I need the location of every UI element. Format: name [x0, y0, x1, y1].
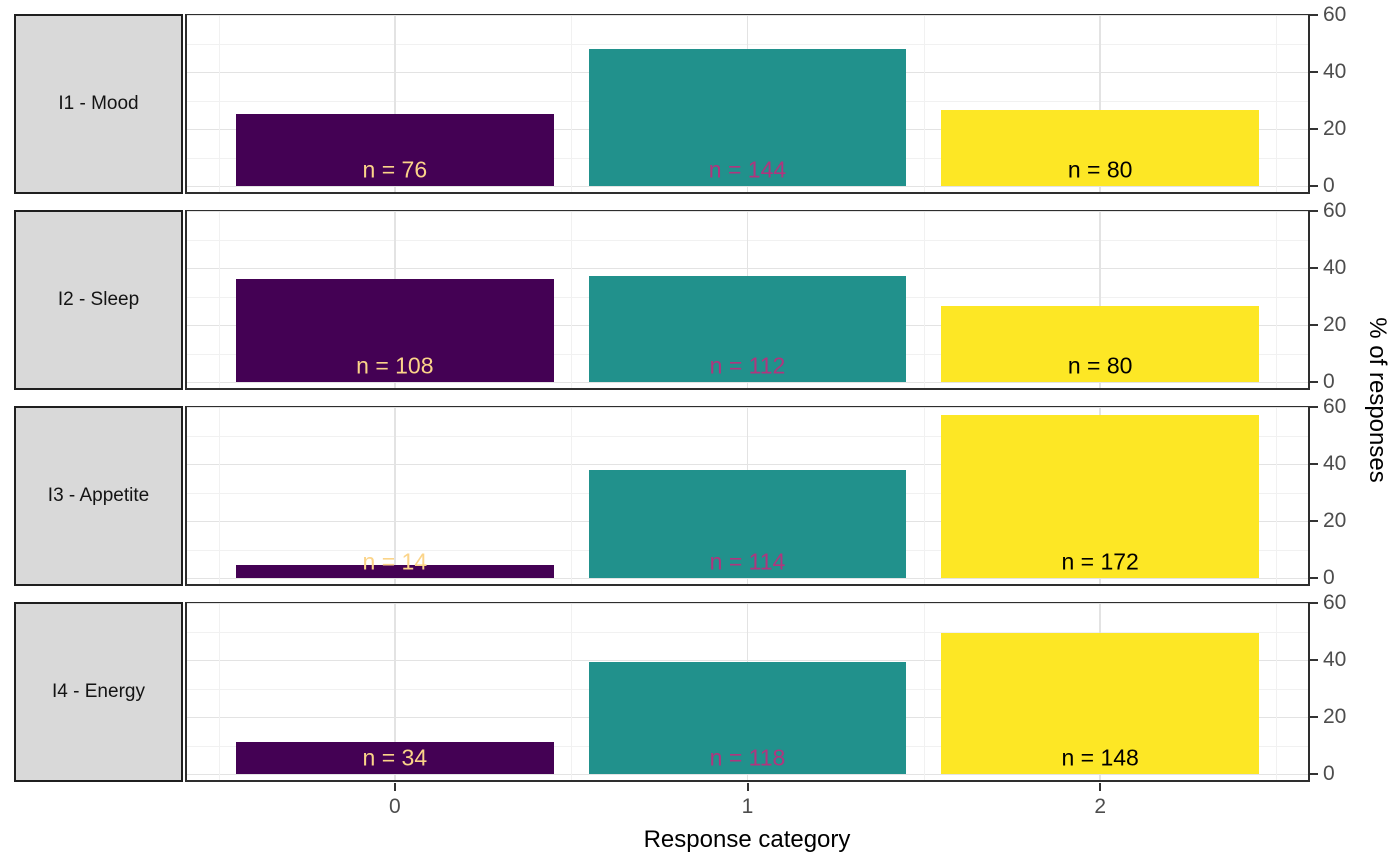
y-axis-tick — [1310, 185, 1318, 187]
bar-count-label: n = 80 — [1067, 352, 1133, 379]
facet-strip: I3 - Appetite — [14, 406, 183, 586]
y-axis-tick — [1310, 267, 1318, 269]
bar-count-label: n = 172 — [1061, 548, 1139, 575]
y-tick-label: 40 — [1323, 452, 1347, 475]
facet-strip: I4 - Energy — [14, 602, 183, 782]
facet-strip: I2 - Sleep — [14, 210, 183, 390]
y-tick-label: 60 — [1323, 395, 1347, 418]
y-axis-tick — [1310, 773, 1318, 775]
bar-count-label: n = 148 — [1061, 744, 1139, 771]
y-axis-title: % of responses — [1364, 317, 1391, 483]
x-axis-tick — [746, 783, 749, 791]
y-axis-tick — [1310, 659, 1318, 661]
y-tick-label: 0 — [1323, 762, 1335, 785]
x-tick-label: 0 — [388, 795, 401, 818]
gridline-major-vertical — [394, 408, 396, 584]
facet-strip-label: I4 - Energy — [52, 681, 145, 702]
gridline-minor-vertical — [1276, 604, 1278, 780]
y-axis-tick — [1310, 210, 1318, 212]
y-axis-tick — [1310, 602, 1318, 604]
bar-count-label: n = 76 — [362, 156, 428, 183]
y-axis-tick — [1310, 14, 1318, 16]
facet-strip-label: I1 - Mood — [58, 93, 139, 114]
y-tick-label: 60 — [1323, 591, 1347, 614]
gridline-minor-vertical — [571, 16, 573, 192]
bar — [236, 113, 554, 186]
gridline-minor-vertical — [923, 408, 925, 584]
gridline-minor-vertical — [571, 408, 573, 584]
gridline-minor-vertical — [1276, 408, 1278, 584]
gridline-minor-vertical — [218, 16, 220, 192]
bar — [236, 741, 554, 774]
bar — [941, 109, 1259, 186]
bar-count-label: n = 144 — [708, 156, 787, 183]
y-tick-label: 40 — [1323, 648, 1347, 671]
y-tick-label: 20 — [1323, 705, 1347, 728]
gridline-major-horizontal — [187, 14, 1308, 16]
gridline-minor-vertical — [1276, 212, 1278, 388]
y-tick-label: 40 — [1323, 256, 1347, 279]
gridline-minor-vertical — [571, 604, 573, 780]
gridline-major-vertical — [394, 16, 396, 192]
facet-strip: I1 - Mood — [14, 14, 183, 194]
bar — [588, 275, 907, 382]
y-axis-tick — [1310, 463, 1318, 465]
facet-strip-label: I3 - Appetite — [47, 485, 150, 506]
gridline-major-horizontal — [187, 406, 1308, 408]
y-tick-label: 20 — [1323, 509, 1347, 532]
bar — [588, 661, 907, 774]
bar — [588, 469, 907, 578]
gridline-minor-vertical — [571, 212, 573, 388]
gridline-major-vertical — [394, 604, 396, 780]
y-tick-label: 40 — [1323, 60, 1347, 83]
y-axis-tick — [1310, 324, 1318, 326]
gridline-minor-vertical — [218, 408, 220, 584]
gridline-major-horizontal — [187, 602, 1308, 604]
y-axis-tick — [1310, 716, 1318, 718]
y-axis-tick — [1310, 406, 1318, 408]
y-tick-label: 0 — [1323, 174, 1335, 197]
gridline-minor-vertical — [1276, 16, 1278, 192]
y-tick-label: 0 — [1323, 370, 1335, 393]
bar — [588, 49, 907, 186]
bar — [941, 305, 1259, 382]
y-tick-label: 20 — [1323, 117, 1347, 140]
x-axis-title: Response category — [643, 826, 851, 853]
gridline-minor-vertical — [923, 16, 925, 192]
y-axis-tick — [1310, 520, 1318, 522]
bar — [941, 633, 1259, 774]
gridline-minor-vertical — [218, 604, 220, 780]
gridline-major-vertical — [1099, 16, 1101, 192]
bar-count-label: n = 34 — [362, 744, 428, 771]
bar-count-label: n = 14 — [362, 548, 428, 575]
x-axis-tick — [1099, 783, 1102, 791]
x-tick-label: 1 — [741, 795, 754, 818]
gridline-major-vertical — [1099, 212, 1101, 388]
bar — [236, 279, 554, 382]
gridline-minor-vertical — [923, 604, 925, 780]
x-axis-tick — [393, 783, 396, 791]
y-axis-tick — [1310, 577, 1318, 579]
bar-count-label: n = 114 — [709, 548, 786, 575]
y-tick-label: 60 — [1323, 199, 1347, 222]
bar — [941, 414, 1259, 578]
y-axis-tick — [1310, 128, 1318, 130]
gridline-major-horizontal — [187, 210, 1308, 212]
bar-count-label: n = 118 — [709, 744, 786, 771]
y-axis-tick — [1310, 381, 1318, 383]
bar-count-label: n = 112 — [709, 352, 786, 379]
gridline-minor-vertical — [923, 212, 925, 388]
bar-count-label: n = 80 — [1067, 156, 1133, 183]
x-tick-label: 2 — [1094, 795, 1106, 818]
y-tick-label: 20 — [1323, 313, 1347, 336]
bar — [236, 564, 554, 578]
y-tick-label: 0 — [1323, 566, 1335, 589]
gridline-minor-vertical — [218, 212, 220, 388]
facet-strip-label: I2 - Sleep — [57, 289, 140, 310]
y-axis-tick — [1310, 71, 1318, 73]
bar-count-label: n = 108 — [356, 352, 434, 379]
y-tick-label: 60 — [1323, 3, 1347, 26]
